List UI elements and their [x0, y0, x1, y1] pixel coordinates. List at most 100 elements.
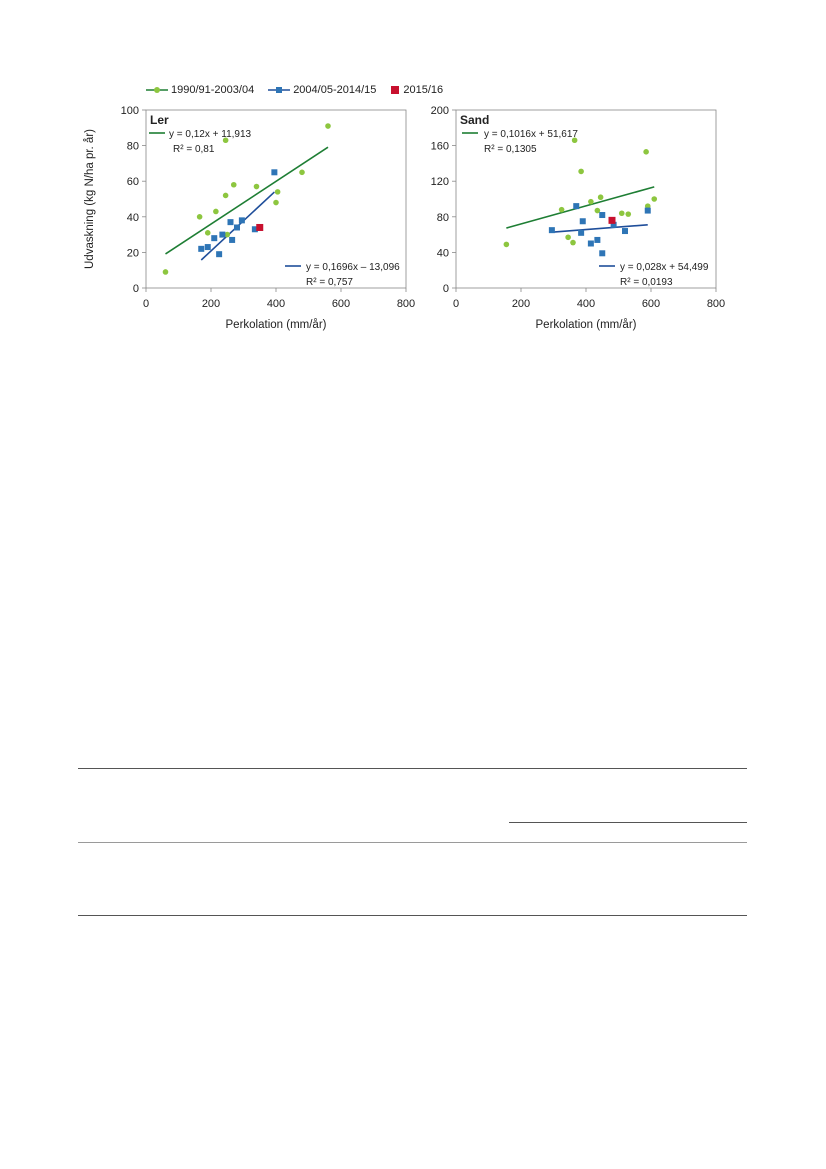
data-point [274, 189, 281, 195]
legend-label: 1990/91-2003/04 [171, 84, 255, 96]
y-tick-label: 20 [127, 247, 139, 259]
data-point [622, 228, 628, 235]
data-point [299, 169, 305, 176]
data-point [594, 236, 601, 243]
trendline [506, 186, 655, 229]
x-tick-label: 0 [143, 298, 149, 310]
x-axis-label: Perkolation (mm/år) [226, 319, 327, 331]
data-point [216, 251, 223, 258]
equation-annotation: y = 0,12x + 11,913 [169, 129, 252, 140]
data-point [570, 239, 576, 246]
x-tick-label: 0 [453, 298, 459, 310]
data-point [558, 206, 565, 213]
data-point [610, 221, 617, 228]
data-point [196, 214, 203, 220]
legend-item-2015-16: 2015/16 [390, 84, 443, 96]
data-point [219, 231, 226, 238]
data-point [325, 123, 331, 129]
x-tick-label: 800 [397, 298, 415, 310]
x-tick-label: 800 [707, 298, 725, 310]
data-point [222, 137, 229, 144]
x-tick-label: 200 [202, 298, 220, 310]
y-tick-label: 80 [437, 212, 449, 224]
equation-annotation: R² = 0,0193 [620, 277, 673, 288]
x-tick-label: 400 [267, 298, 285, 310]
data-point [503, 241, 510, 248]
legend-marker-circle-icon [146, 87, 168, 93]
y-axis-label: Udvaskning (kg N/ha pr. år) [84, 129, 96, 269]
data-point [251, 226, 258, 233]
data-point [644, 207, 651, 214]
y-tick-label: 160 [431, 141, 449, 153]
data-point [222, 192, 229, 199]
equation-annotation: y = 0,028x + 54,499 [620, 262, 709, 273]
data-point [587, 240, 594, 247]
x-tick-label: 600 [642, 298, 660, 310]
data-point [599, 212, 606, 219]
x-tick-label: 600 [332, 298, 350, 310]
data-point [224, 231, 231, 238]
data-point [594, 207, 601, 214]
y-tick-label: 40 [437, 247, 449, 259]
table-bottom-rule [78, 915, 747, 916]
data-point [271, 169, 278, 176]
y-tick-label: 100 [121, 105, 139, 117]
data-point [608, 216, 616, 224]
data-point [599, 250, 606, 257]
legend-item-1990-2004: 1990/91-2003/04 [146, 84, 254, 96]
data-point [573, 203, 580, 210]
trendline [551, 223, 648, 233]
legend-label: 2004/05-2014/15 [293, 84, 377, 96]
legend-marker-square-icon [268, 87, 291, 93]
data-point [229, 236, 236, 243]
trendline [165, 146, 329, 255]
equation-annotation: y = 0,1016x + 51,617 [484, 129, 578, 140]
table-header-sub-rule [509, 822, 747, 823]
panel-label: Sand [460, 113, 489, 127]
y-tick-label: 0 [443, 283, 449, 295]
data-point [579, 218, 586, 225]
y-tick-label: 40 [127, 212, 139, 224]
data-point [644, 203, 651, 209]
data-point [273, 199, 279, 206]
data-point [211, 235, 218, 242]
y-tick-label: 200 [431, 105, 449, 117]
table-top-rule [78, 768, 747, 769]
legend-item-2004-2015: 2004/05-2014/15 [268, 84, 376, 96]
data-point [597, 194, 604, 201]
x-tick-label: 200 [512, 298, 530, 310]
y-tick-label: 120 [431, 176, 449, 188]
chart-legend: 1990/91-2003/04 2004/05-2014/15 2015/16 [146, 82, 457, 98]
data-point [230, 181, 237, 188]
data-point [198, 245, 205, 252]
data-point [618, 210, 625, 217]
panel-label: Ler [150, 113, 169, 127]
table-header-rule [78, 842, 747, 843]
data-point [548, 227, 555, 234]
x-tick-label: 400 [577, 298, 595, 310]
data-point [253, 183, 260, 190]
data-point [643, 149, 649, 155]
equation-annotation: R² = 0,757 [306, 277, 353, 288]
equation-annotation: y = 0,1696x – 13,096 [306, 262, 400, 273]
data-point [204, 230, 211, 236]
data-point [651, 196, 658, 202]
y-tick-label: 80 [127, 141, 139, 153]
data-point [571, 137, 578, 144]
data-point [204, 244, 211, 251]
x-axis-label: Perkolation (mm/år) [536, 319, 637, 331]
data-point [256, 223, 264, 231]
data-point [227, 219, 234, 226]
equation-annotation: R² = 0,81 [173, 144, 215, 155]
legend-label: 2015/16 [403, 84, 444, 96]
equation-annotation: R² = 0,1305 [484, 144, 537, 155]
data-point [578, 229, 585, 236]
data-point [588, 198, 594, 205]
legend-marker-red-square-icon [391, 86, 400, 94]
data-point [162, 269, 169, 275]
data-point [625, 211, 632, 217]
data-point [238, 217, 245, 224]
data-point [565, 234, 571, 241]
data-point [578, 168, 584, 175]
